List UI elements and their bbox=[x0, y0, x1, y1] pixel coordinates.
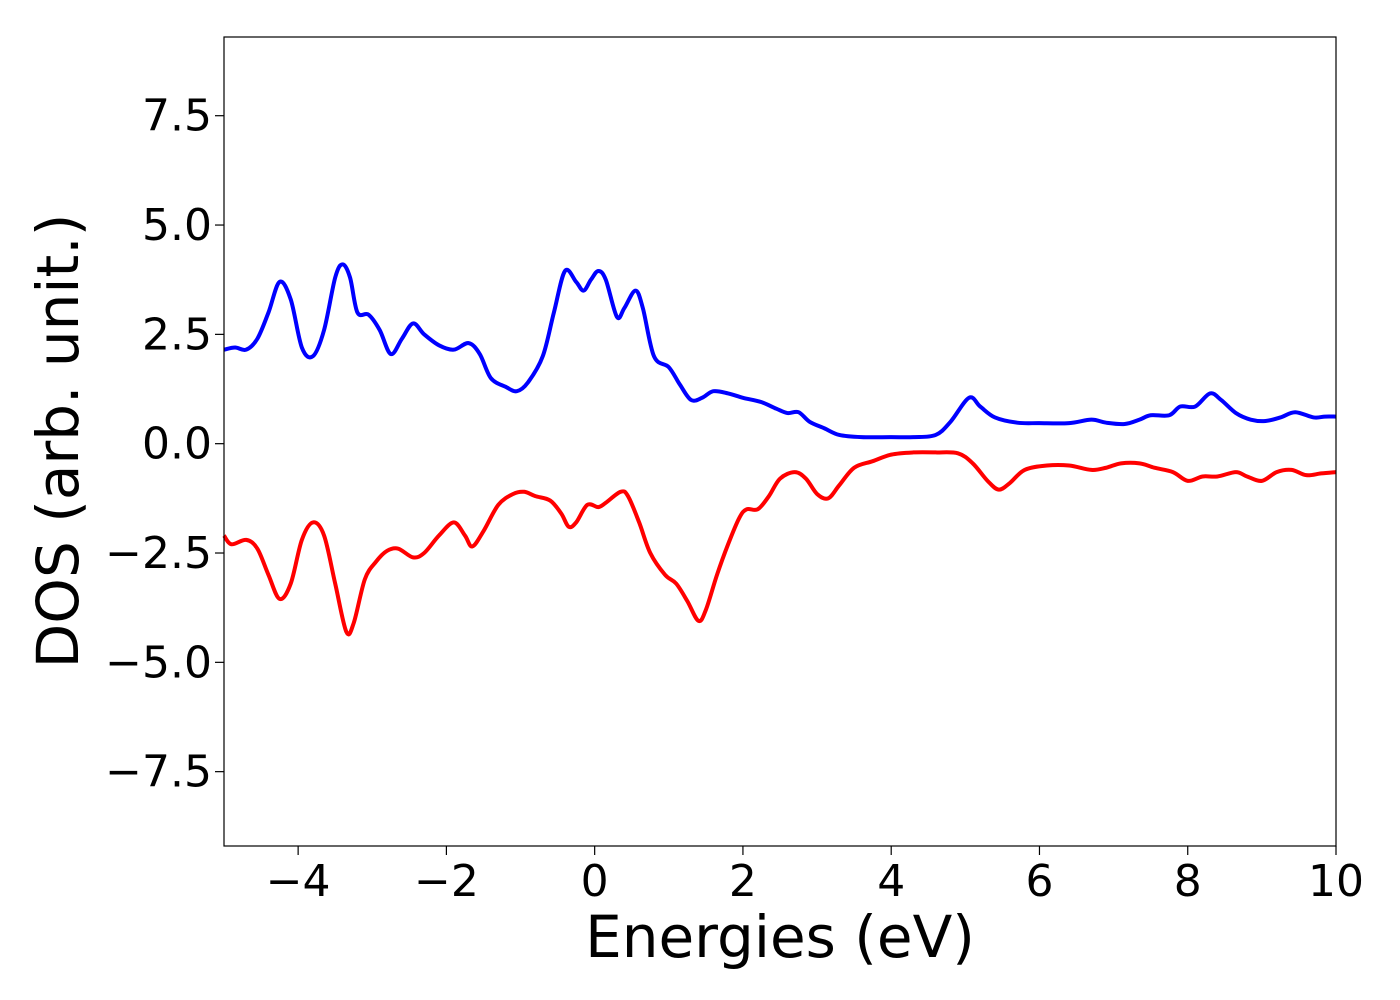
dos-series-blue-line bbox=[223, 262, 1337, 440]
x-tick-label: 0 bbox=[581, 856, 609, 907]
x-axis-label: Energies (eV) bbox=[585, 903, 975, 971]
y-tick-label: −2.5 bbox=[105, 528, 212, 579]
y-axis: 7.5 5.0 2.5 0.0 −2.5 −5.0 −7.5 bbox=[105, 91, 224, 798]
y-tick-label: 7.5 bbox=[142, 91, 212, 142]
x-axis: −4 −2 0 2 4 6 8 10 bbox=[266, 846, 1364, 907]
y-axis-label: DOS (arb. unit.) bbox=[24, 214, 92, 669]
x-tick-label: 4 bbox=[877, 856, 905, 907]
plot-frame bbox=[223, 36, 1337, 847]
x-tick-label: 6 bbox=[1025, 856, 1053, 907]
x-tick-label: 10 bbox=[1308, 856, 1364, 907]
y-tick-label: 0.0 bbox=[142, 419, 212, 470]
y-tick-label: −7.5 bbox=[105, 747, 212, 798]
x-tick-label: −2 bbox=[414, 856, 479, 907]
x-tick-label: 2 bbox=[729, 856, 757, 907]
dos-series-red-line bbox=[222, 450, 1337, 637]
y-tick-label: 2.5 bbox=[142, 309, 212, 360]
y-tick-label: −5.0 bbox=[105, 637, 212, 688]
x-tick-label: −4 bbox=[266, 856, 331, 907]
series-layer bbox=[222, 262, 1337, 637]
x-tick-label: 8 bbox=[1174, 856, 1202, 907]
y-tick-label: 5.0 bbox=[142, 200, 212, 251]
